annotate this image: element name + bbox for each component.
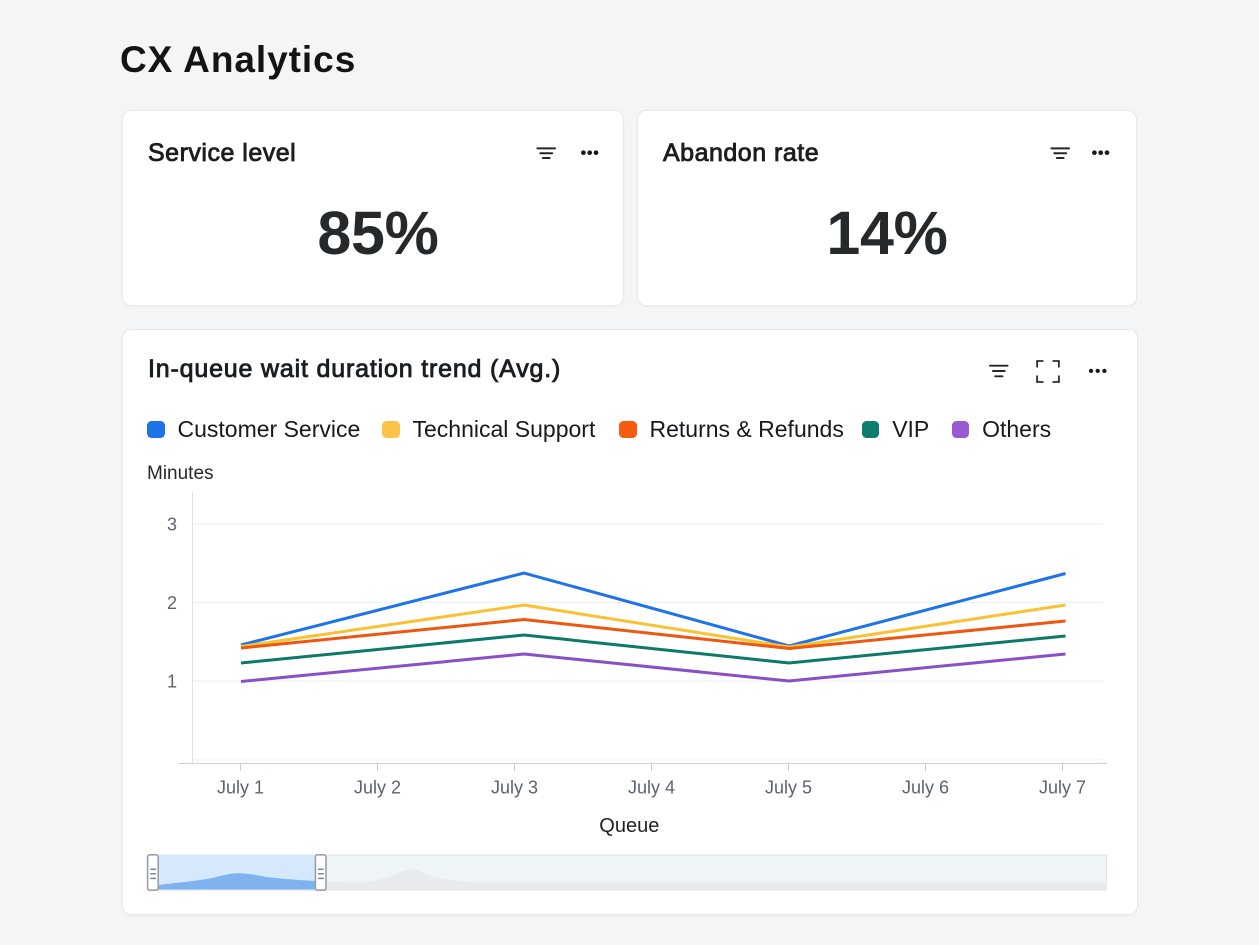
svg-text:July 2: July 2 [354,777,401,797]
svg-text:July 3: July 3 [491,777,538,797]
svg-text:Queue: Queue [599,815,659,837]
svg-text:3: 3 [167,514,177,534]
svg-text:July 7: July 7 [1039,777,1086,797]
svg-text:July 4: July 4 [628,777,675,797]
svg-text:1: 1 [167,672,177,692]
svg-text:July 1: July 1 [217,777,264,797]
svg-text:Minutes: Minutes [147,463,214,484]
svg-text:July 5: July 5 [765,777,812,797]
svg-text:July 6: July 6 [902,777,949,797]
svg-text:2: 2 [167,593,177,613]
